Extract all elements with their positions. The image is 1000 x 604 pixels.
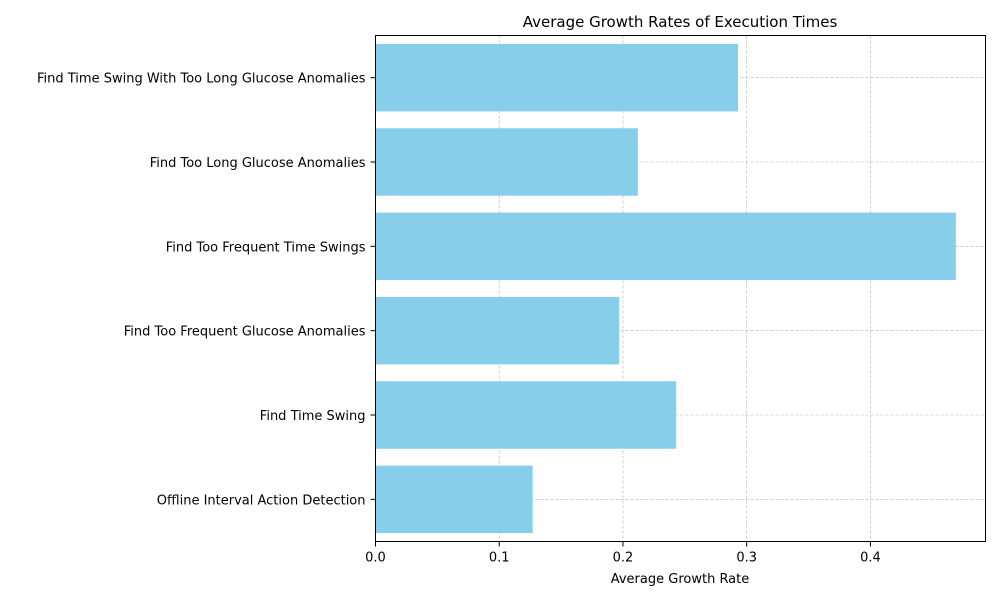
x-axis: 0.0 0.1 0.2 0.3 0.4 xyxy=(365,541,881,566)
x-axis-label: Average Growth Rate xyxy=(611,572,750,587)
y-tick-label: Find Too Long Glucose Anomalies xyxy=(150,156,366,171)
bar xyxy=(375,296,620,365)
plot-frame xyxy=(375,35,986,542)
chart-title: Average Growth Rates of Execution Times xyxy=(523,13,838,31)
y-tick-label: Find Time Swing With Too Long Glucose An… xyxy=(37,72,366,87)
y-axis: Offline Interval Action Detection Find Ti… xyxy=(37,72,376,508)
y-tick-label: Find Too Frequent Time Swings xyxy=(166,240,366,255)
bars-layer xyxy=(375,43,956,534)
x-tick-label: 0.0 xyxy=(365,551,386,566)
x-tick-label: 0.3 xyxy=(736,551,757,566)
x-tick-label: 0.1 xyxy=(489,551,510,566)
y-tick-label: Find Too Frequent Glucose Anomalies xyxy=(124,325,366,340)
x-tick-label: 0.4 xyxy=(860,551,881,566)
bar xyxy=(375,465,533,534)
bar xyxy=(375,43,739,112)
bar xyxy=(375,128,638,196)
bar xyxy=(375,212,956,281)
y-tick-label: Find Time Swing xyxy=(260,409,366,424)
bar xyxy=(375,381,677,449)
y-tick-label: Offline Interval Action Detection xyxy=(157,493,366,508)
x-tick-label: 0.2 xyxy=(613,551,634,566)
